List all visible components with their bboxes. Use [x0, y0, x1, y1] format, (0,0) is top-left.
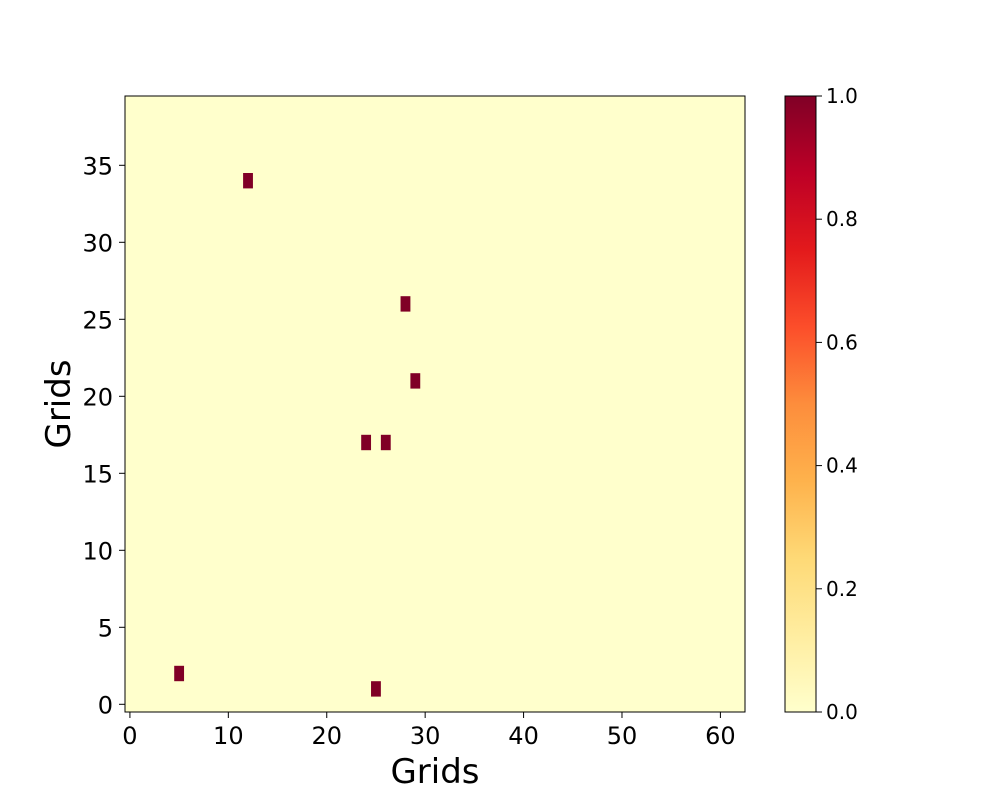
plot-frame	[124, 95, 746, 713]
x-tick-label: 20	[311, 722, 342, 750]
colorbar-ticks: 0.0 0.2 0.4 0.6 0.8 1.0	[816, 84, 858, 724]
x-tick-label: 0	[122, 722, 137, 750]
x-tick-label: 30	[410, 722, 441, 750]
x-axis-title: Grids	[390, 752, 479, 792]
colorbar-gradient	[784, 95, 817, 713]
heatmap-cell	[243, 173, 253, 189]
colorbar: 0.0 0.2 0.4 0.6 0.8 1.0	[784, 84, 858, 724]
y-tick-label: 35	[82, 152, 113, 180]
y-axis-ticks: 0 5 10 15 20 25 30 35	[82, 152, 125, 719]
x-axis-ticks: 0 10 20 30 40 50 60	[122, 712, 736, 750]
heatmap-cell	[410, 373, 421, 389]
y-tick-label: 20	[82, 383, 113, 411]
x-tick-label: 60	[705, 722, 736, 750]
heatmap-cell	[380, 434, 391, 451]
colorbar-tick-label: 0.0	[826, 700, 858, 724]
heatmap-cells	[174, 173, 421, 697]
y-tick-label: 15	[82, 460, 113, 488]
y-tick-label: 25	[82, 306, 113, 334]
x-tick-label: 40	[508, 722, 539, 750]
colorbar-tick-label: 0.4	[826, 454, 858, 478]
colorbar-tick-label: 0.2	[826, 577, 858, 601]
heatmap-background	[125, 96, 745, 712]
y-tick-label: 10	[82, 537, 113, 565]
x-tick-label: 10	[213, 722, 244, 750]
colorbar-tick-label: 1.0	[826, 84, 858, 108]
x-tick-label: 50	[607, 722, 638, 750]
heatmap-cell	[371, 681, 381, 697]
heatmap-cell	[400, 296, 411, 312]
colorbar-tick-label: 0.6	[826, 330, 858, 354]
plot-area	[124, 95, 746, 713]
y-tick-label: 0	[98, 691, 113, 719]
heatmap-cell	[174, 665, 185, 682]
y-tick-label: 30	[82, 229, 113, 257]
y-axis-title: Grids	[39, 359, 79, 448]
colorbar-tick-label: 0.8	[826, 207, 858, 231]
heatmap-cell	[361, 434, 372, 451]
y-tick-label: 5	[98, 614, 113, 642]
